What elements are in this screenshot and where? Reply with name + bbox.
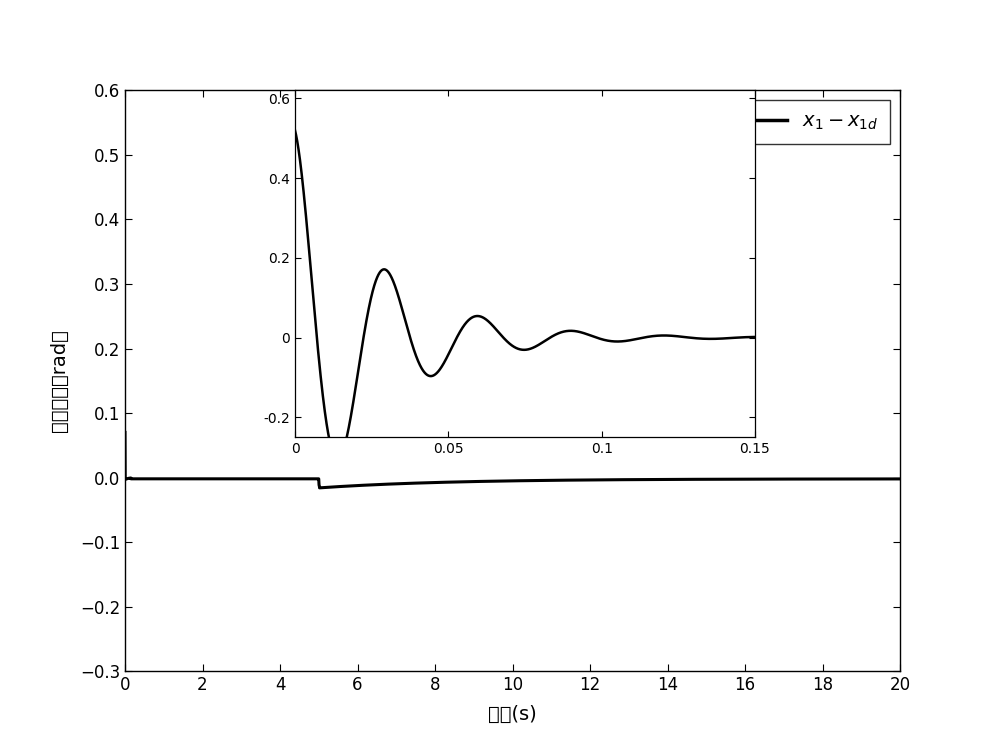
Legend: $x_1 - x_{1d}$: $x_1 - x_{1d}$ <box>736 100 890 144</box>
X-axis label: 时间(s): 时间(s) <box>488 705 537 724</box>
Y-axis label: 跟踪误差（rad）: 跟踪误差（rad） <box>50 329 69 432</box>
